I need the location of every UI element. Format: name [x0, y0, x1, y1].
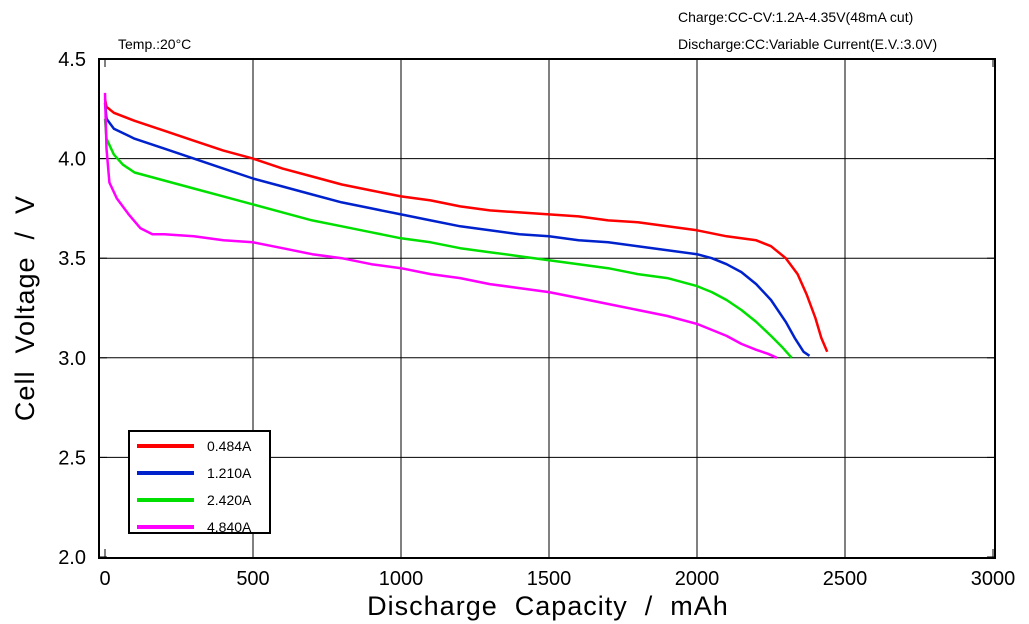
x-tick-label: 3000 — [971, 568, 1016, 590]
discharge-condition-note: Discharge:CC:Variable Current(E.V.:3.0V) — [678, 36, 937, 52]
series-line-0.484A — [103, 98, 829, 353]
x-tick-label: 2500 — [823, 568, 868, 590]
plot-frame — [98, 58, 996, 559]
series-lines — [103, 92, 829, 359]
series-line-1.210A — [103, 102, 811, 357]
y-tick-label: 3.5 — [58, 248, 86, 270]
x-tick-label: 1500 — [527, 568, 572, 590]
series-line-2.420A — [103, 118, 793, 359]
x-tick-label: 1000 — [379, 568, 424, 590]
charge-condition-note: Charge:CC-CV:1.2A-4.35V(48mA cut) — [678, 9, 913, 25]
x-tick-label: 2000 — [675, 568, 720, 590]
x-tick-label: 500 — [236, 568, 269, 590]
x-ticks: 0 500 1000 1500 2000 2500 3000 — [99, 59, 1015, 590]
y-ticks: 2.0 2.5 3.0 3.5 4.0 4.5 — [58, 49, 995, 569]
y-tick-label: 2.5 — [58, 447, 86, 469]
legend-label: 1.210A — [207, 465, 252, 481]
y-axis-title: Cell Voltage / V — [10, 195, 40, 421]
y-tick-label: 3.0 — [58, 348, 86, 370]
legend-label: 2.420A — [207, 492, 252, 508]
y-tick-label: 4.5 — [58, 49, 86, 71]
legend: 0.484A 1.210A 2.420A 4.840A — [128, 430, 271, 535]
temperature-note: Temp.:20°C — [118, 36, 191, 52]
y-tick-label: 2.0 — [58, 547, 86, 569]
legend-label: 0.484A — [207, 438, 252, 454]
series-line-4.840A — [103, 92, 778, 359]
x-axis-title: Discharge Capacity / mAh — [367, 591, 729, 621]
x-tick-label: 0 — [99, 568, 110, 590]
y-tick-label: 4.0 — [58, 149, 86, 171]
legend-label: 4.840A — [207, 519, 252, 535]
